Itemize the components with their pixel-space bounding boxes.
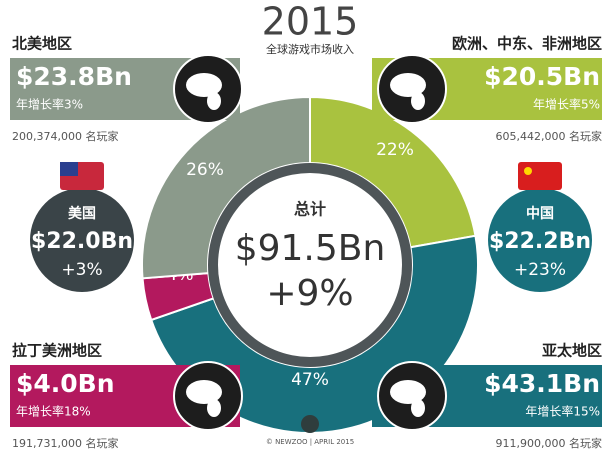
globe-land bbox=[207, 92, 221, 110]
country-circle bbox=[30, 188, 134, 292]
country-name: 中国 bbox=[526, 205, 554, 222]
globe-land bbox=[411, 399, 425, 417]
country-revenue: $22.0Bn bbox=[31, 229, 133, 254]
segment-label: 47% bbox=[291, 370, 329, 390]
logo bbox=[301, 415, 319, 433]
flag-star bbox=[524, 167, 532, 175]
region-revenue: $20.5Bn bbox=[484, 62, 600, 91]
globe-land bbox=[390, 73, 426, 97]
center bbox=[218, 173, 402, 357]
region-growth: 年增长率3% bbox=[16, 97, 83, 112]
region-players: 200,374,000 名玩家 bbox=[12, 129, 118, 143]
subtitle: 全球游戏市场收入 bbox=[266, 42, 354, 56]
total-growth: +9% bbox=[266, 273, 353, 314]
globe-land bbox=[390, 380, 426, 404]
globe-land bbox=[186, 380, 222, 404]
region-players: 605,442,000 名玩家 bbox=[496, 129, 602, 143]
title: 2015 bbox=[262, 0, 359, 44]
region-players: 911,900,000 名玩家 bbox=[496, 436, 602, 450]
region-revenue: $43.1Bn bbox=[484, 369, 600, 398]
country-name: 美国 bbox=[68, 205, 96, 222]
region-name: 拉丁美洲地区 bbox=[12, 342, 102, 360]
country-revenue: $22.2Bn bbox=[489, 229, 591, 254]
segment-label: 22% bbox=[376, 140, 414, 160]
flag-canton bbox=[60, 162, 78, 176]
footer: © NEWZOO | APRIL 2015 bbox=[266, 438, 354, 446]
region-growth: 年增长率5% bbox=[533, 97, 600, 112]
total-value: $91.5Bn bbox=[235, 228, 386, 269]
total-label: 总计 bbox=[294, 200, 326, 219]
region-name: 北美地区 bbox=[12, 35, 72, 53]
country-growth: +3% bbox=[61, 260, 102, 280]
country-circle bbox=[488, 188, 592, 292]
region-growth: 年增长率15% bbox=[525, 404, 600, 419]
region-name: 欧洲、中东、非洲地区 bbox=[452, 35, 602, 53]
flag bbox=[518, 162, 562, 190]
region-players: 191,731,000 名玩家 bbox=[12, 436, 118, 450]
region-revenue: $23.8Bn bbox=[16, 62, 132, 91]
globe-land bbox=[411, 92, 425, 110]
country-growth: +23% bbox=[514, 260, 566, 280]
segment-label: 26% bbox=[186, 160, 224, 180]
region-name: 亚太地区 bbox=[542, 342, 602, 360]
globe-land bbox=[207, 399, 221, 417]
globe-land bbox=[186, 73, 222, 97]
region-revenue: $4.0Bn bbox=[16, 369, 115, 398]
region-growth: 年增长率18% bbox=[16, 404, 91, 419]
